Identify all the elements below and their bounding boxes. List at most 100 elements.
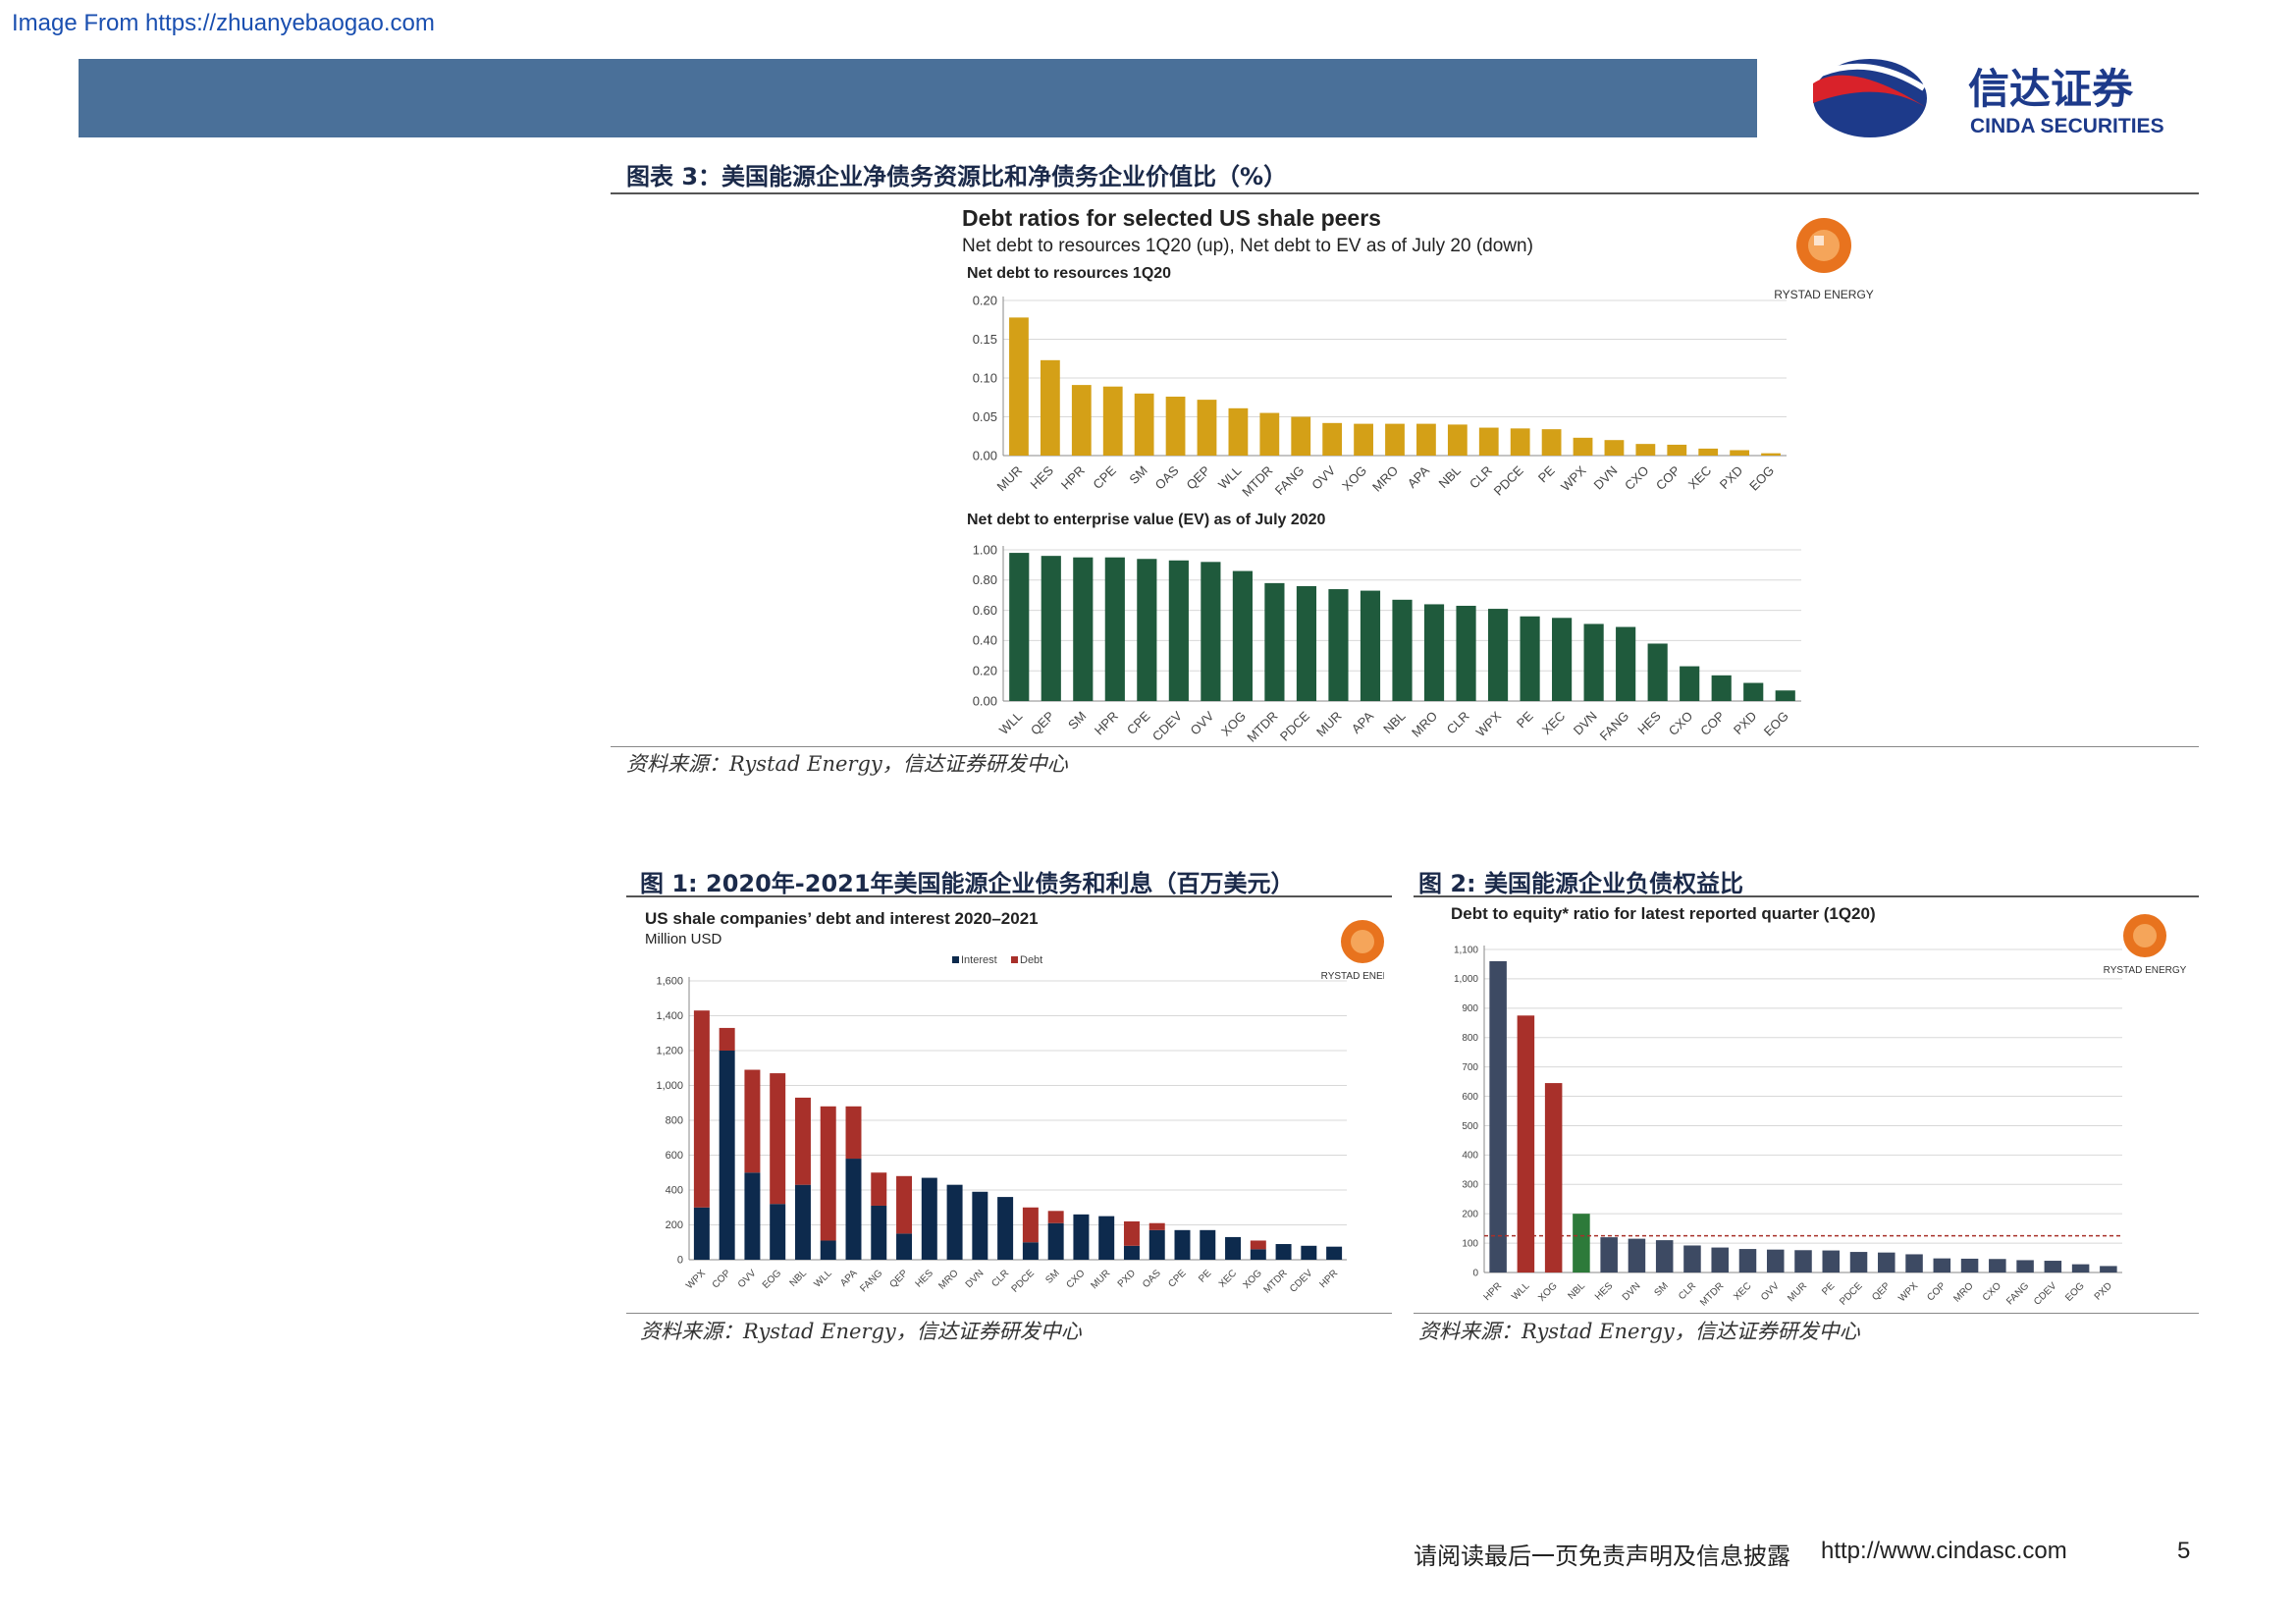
bar xyxy=(1517,1015,1535,1272)
bar xyxy=(1510,428,1530,456)
bar xyxy=(1354,423,1373,456)
figure2-rystad-logo: RYSTAD ENERGY xyxy=(2104,914,2187,976)
x-tick-label: EOG xyxy=(2063,1280,2087,1304)
bar-interest xyxy=(1047,1222,1064,1260)
x-tick-label: WLL xyxy=(813,1268,835,1290)
x-tick-label: MTDR xyxy=(1261,1268,1289,1295)
bar xyxy=(1794,1250,1812,1272)
bar-interest xyxy=(693,1207,710,1260)
bar xyxy=(1073,557,1094,701)
bar-interest xyxy=(820,1240,836,1260)
y-tick-label: 100 xyxy=(1462,1238,1478,1249)
x-tick-label: WPX xyxy=(1473,708,1505,739)
bar-debt xyxy=(1047,1211,1064,1223)
bar xyxy=(1544,1083,1563,1272)
y-tick-label: 400 xyxy=(666,1185,683,1197)
bar-interest xyxy=(1174,1229,1191,1260)
figure3-source: 资料来源：Rystad Energy，信达证券研发中心 xyxy=(626,752,1068,776)
x-tick-label: SM xyxy=(1126,463,1149,487)
y-tick-label: 400 xyxy=(1462,1151,1478,1162)
figure1-source: 资料来源：Rystad Energy，信达证券研发中心 xyxy=(640,1320,1082,1343)
bar xyxy=(1647,643,1668,701)
bar xyxy=(1573,1214,1590,1272)
x-tick-label: CPE xyxy=(1166,1268,1189,1290)
y-tick-label: 0 xyxy=(1472,1268,1478,1278)
bar-interest xyxy=(896,1233,913,1260)
x-tick-label: WPX xyxy=(1896,1280,1920,1304)
bar xyxy=(1478,427,1499,456)
bar xyxy=(1604,440,1625,456)
bar xyxy=(1616,626,1636,701)
legend-swatch xyxy=(1011,956,1018,963)
bar-interest xyxy=(1022,1242,1039,1260)
x-tick-label: MTDR xyxy=(1239,463,1275,500)
figure1-chart: US shale companies’ debt and interest 20… xyxy=(645,909,1384,1296)
x-tick-label: OAS xyxy=(1141,1268,1163,1290)
bar-debt xyxy=(744,1069,761,1173)
figure2-caption: 图 2: 美国能源企业负债权益比 xyxy=(1418,870,1744,897)
bar xyxy=(1423,604,1445,701)
x-tick-label: WLL xyxy=(1510,1280,1532,1303)
x-tick-label: DVN xyxy=(1591,463,1621,493)
y-tick-label: 1,600 xyxy=(656,976,683,988)
bar xyxy=(1137,559,1157,701)
x-tick-label: MRO xyxy=(936,1268,960,1291)
x-tick-label: PE xyxy=(1535,462,1558,485)
bar xyxy=(1600,1237,1618,1272)
bar xyxy=(1711,675,1732,701)
bar-interest xyxy=(719,1051,735,1260)
bar xyxy=(1134,393,1154,456)
bar-debt xyxy=(871,1172,887,1206)
y-tick-label: 0.15 xyxy=(973,332,997,347)
bar-interest xyxy=(946,1184,963,1260)
x-tick-label: PDCE xyxy=(1838,1280,1865,1308)
figure3-caption: 图表 3：美国能源企业净债务资源比和净债务企业价值比（%） xyxy=(626,163,1288,190)
x-tick-label: XEC xyxy=(1685,463,1715,493)
figure2-top-rule xyxy=(1414,895,2199,897)
bar-debt xyxy=(1022,1207,1039,1243)
x-tick-label: MUR xyxy=(1089,1268,1112,1291)
x-tick-label: FANG xyxy=(1597,709,1632,744)
figure1-top-rule xyxy=(626,895,1392,897)
bar xyxy=(1520,616,1540,701)
y-tick-label: 1,400 xyxy=(656,1010,683,1022)
x-tick-label: CXO xyxy=(1666,709,1696,739)
x-tick-label: XOG xyxy=(1536,1280,1560,1304)
bar-interest xyxy=(1123,1245,1140,1260)
bar xyxy=(1489,960,1507,1272)
figure3-top-rule xyxy=(611,192,2199,194)
bar xyxy=(1655,1240,1674,1272)
bar xyxy=(1683,1245,1701,1272)
bar xyxy=(1905,1254,1923,1272)
x-tick-label: APA xyxy=(1349,708,1377,736)
x-tick-label: CPE xyxy=(1090,462,1119,492)
x-tick-label: MTDR xyxy=(1698,1280,1726,1308)
figure3-bottom-rule xyxy=(611,746,2199,747)
y-tick-label: 0.20 xyxy=(973,293,997,307)
x-tick-label: CDEV xyxy=(1288,1268,1315,1295)
bar xyxy=(1259,412,1280,456)
bar xyxy=(1360,590,1381,701)
bar xyxy=(1552,618,1573,701)
x-tick-label: EOG xyxy=(1761,709,1791,739)
bar-interest xyxy=(921,1177,937,1260)
x-tick-label: CDEV xyxy=(2032,1280,2059,1308)
bar-interest xyxy=(871,1205,887,1260)
bar xyxy=(1041,556,1061,701)
y-tick-label: 600 xyxy=(666,1150,683,1162)
x-tick-label: MRO xyxy=(1409,709,1440,740)
source-link[interactable]: Image From https://zhuanyebaogao.com xyxy=(12,10,435,36)
bar-interest xyxy=(1225,1236,1242,1260)
x-tick-label: HPR xyxy=(1482,1280,1505,1303)
footer-url[interactable]: http://www.cindasc.com xyxy=(1821,1538,2067,1564)
bar xyxy=(1385,423,1405,456)
x-tick-label: APA xyxy=(1405,462,1433,491)
x-tick-label: PXD xyxy=(1717,463,1746,493)
bar xyxy=(1775,690,1795,701)
x-tick-label: SM xyxy=(1065,709,1089,732)
header-bar xyxy=(79,59,1757,137)
bar-interest xyxy=(770,1204,786,1260)
x-tick-label: PXD xyxy=(2093,1280,2114,1302)
y-tick-label: 800 xyxy=(1462,1033,1478,1044)
bar xyxy=(1447,424,1468,456)
